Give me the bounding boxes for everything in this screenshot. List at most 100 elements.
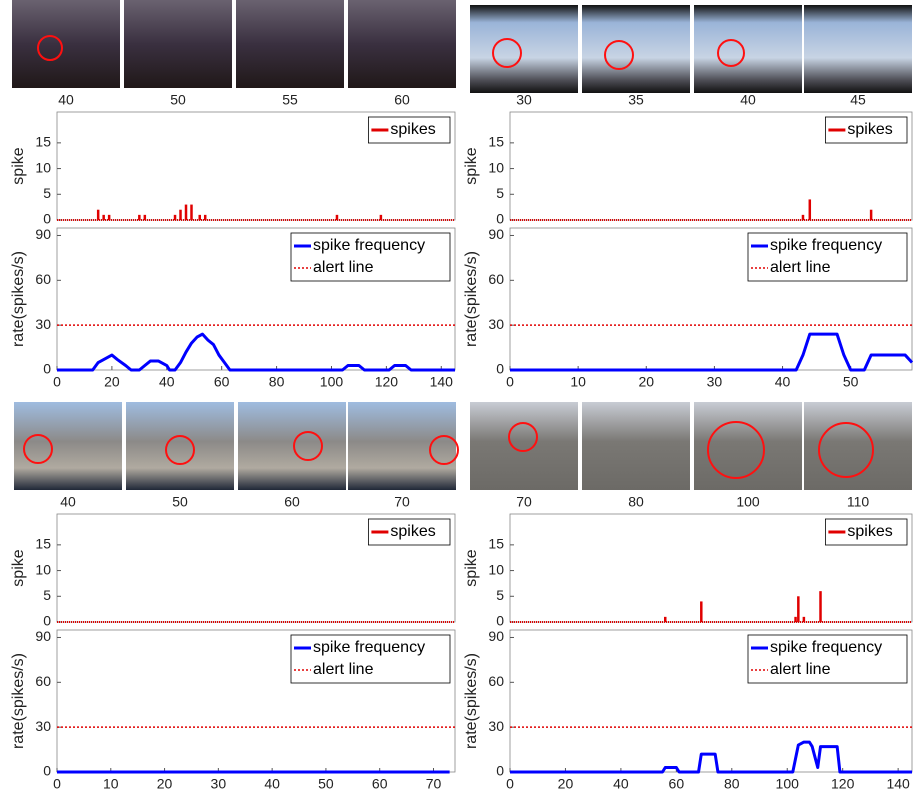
frame-label: 70 [516, 494, 532, 510]
rate-line [510, 740, 912, 774]
x-tick-label: 20 [558, 776, 574, 792]
frame-label: 100 [736, 494, 760, 510]
target-circle [717, 39, 745, 67]
legend-label: spike frequency [313, 237, 425, 254]
y-tick-label: 0 [496, 763, 504, 779]
target-circle [429, 435, 459, 465]
video-frame [238, 402, 346, 490]
legend-box [290, 232, 451, 282]
legend-label: spike frequency [770, 639, 882, 656]
x-tick-label: 100 [776, 776, 800, 792]
video-frame [470, 402, 578, 490]
y-tick-label: 10 [488, 561, 504, 577]
y-tick-label: 90 [488, 226, 504, 242]
video-frame [582, 402, 690, 490]
frame-label: 70 [394, 494, 410, 510]
frame-label: 110 [847, 494, 870, 510]
video-frame [126, 402, 234, 490]
target-circle [23, 434, 53, 464]
y-axis-label: rate(spikes/s) [463, 251, 480, 347]
y-tick-label: 10 [35, 561, 51, 577]
y-tick-label: 30 [35, 718, 51, 734]
legend-box [747, 634, 908, 684]
frame-label: 80 [628, 494, 644, 510]
legend-label: spikes [847, 523, 892, 540]
y-tick-label: 15 [35, 536, 51, 552]
frame-label: 40 [58, 92, 74, 108]
x-tick-label: 60 [214, 374, 230, 390]
x-tick-label: 20 [104, 374, 120, 390]
y-tick-label: 0 [43, 211, 51, 227]
y-tick-label: 30 [488, 718, 504, 734]
video-frame [582, 5, 690, 93]
frame-label: 50 [170, 92, 186, 108]
x-tick-label: 80 [724, 776, 740, 792]
x-tick-label: 40 [613, 776, 629, 792]
y-tick-label: 30 [35, 316, 51, 332]
video-frame [348, 402, 456, 490]
frame-label: 45 [850, 92, 866, 108]
video-frame [694, 5, 802, 93]
x-tick-label: 40 [159, 374, 175, 390]
x-tick-label: 60 [372, 776, 388, 792]
x-tick-label: 20 [638, 374, 654, 390]
legend-label: spikes [847, 121, 892, 138]
y-axis-label: spike [10, 549, 27, 586]
x-tick-label: 40 [264, 776, 280, 792]
target-circle [508, 422, 538, 452]
y-tick-label: 15 [35, 134, 51, 150]
y-axis-label: rate(spikes/s) [10, 251, 27, 347]
target-circle [707, 421, 765, 479]
x-tick-label: 0 [53, 776, 61, 792]
y-tick-label: 0 [43, 613, 51, 629]
legend-label: alert line [770, 259, 831, 276]
y-tick-label: 10 [35, 159, 51, 175]
target-circle [293, 431, 323, 461]
legend-label: spike frequency [313, 639, 425, 656]
frame-label: 55 [282, 92, 298, 108]
y-axis-label: rate(spikes/s) [463, 653, 480, 749]
y-tick-label: 5 [43, 185, 51, 201]
video-frame [236, 0, 344, 88]
y-tick-label: 5 [43, 587, 51, 603]
y-tick-label: 60 [35, 673, 51, 689]
legend-label: spike frequency [770, 237, 882, 254]
video-frame [12, 0, 120, 88]
x-tick-label: 80 [269, 374, 285, 390]
x-tick-label: 140 [886, 776, 910, 792]
x-tick-label: 30 [707, 374, 723, 390]
x-tick-label: 140 [430, 374, 454, 390]
y-tick-label: 15 [488, 134, 504, 150]
x-tick-label: 0 [506, 776, 514, 792]
y-axis-label: spike [463, 549, 480, 586]
video-frame [14, 402, 122, 490]
x-tick-label: 70 [426, 776, 442, 792]
y-tick-label: 60 [35, 271, 51, 287]
x-tick-label: 30 [211, 776, 227, 792]
video-frame [694, 402, 802, 490]
y-tick-label: 0 [496, 613, 504, 629]
y-tick-label: 60 [488, 673, 504, 689]
y-tick-label: 0 [43, 763, 51, 779]
legend-label: spikes [390, 121, 435, 138]
x-tick-label: 120 [375, 374, 399, 390]
y-tick-label: 90 [35, 628, 51, 644]
x-tick-label: 0 [53, 374, 61, 390]
target-circle [165, 435, 195, 465]
x-tick-label: 50 [318, 776, 334, 792]
x-tick-label: 100 [320, 374, 344, 390]
y-tick-label: 10 [488, 159, 504, 175]
target-circle [604, 40, 634, 70]
rate-line [510, 332, 914, 372]
legend-label: alert line [770, 661, 831, 678]
y-tick-label: 90 [488, 628, 504, 644]
video-frame [470, 5, 578, 93]
x-tick-label: 120 [831, 776, 855, 792]
y-axis-label: rate(spikes/s) [10, 653, 27, 749]
x-tick-label: 40 [775, 374, 791, 390]
axes-frame [509, 629, 913, 773]
x-tick-label: 10 [103, 776, 119, 792]
y-tick-label: 90 [35, 226, 51, 242]
